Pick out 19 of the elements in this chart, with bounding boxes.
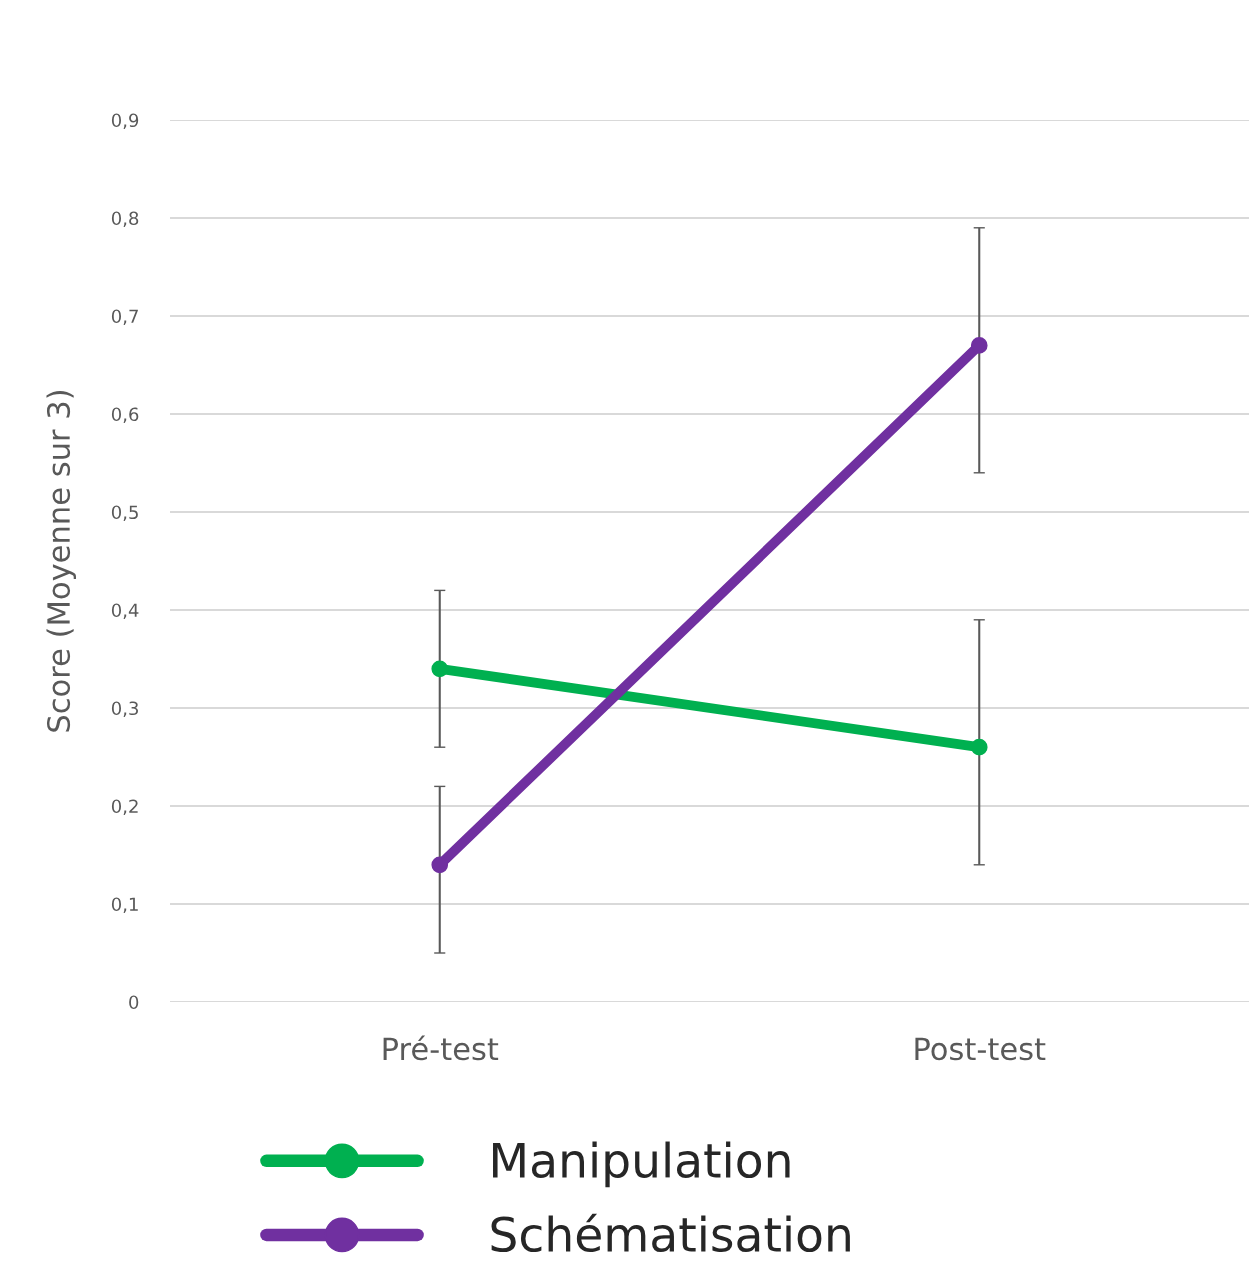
point [431,660,449,678]
y-tick-label: 0,8 [111,211,139,227]
y-tick-label: 0,7 [111,309,138,325]
y-tick-label: 0,9 [111,113,139,129]
y-tick-label: 0,1 [111,897,138,913]
y-tick-label: 0 [129,995,139,1010]
point [970,738,988,756]
point [431,856,449,874]
x-tick-label: Post-test [915,1037,1046,1061]
y-tick-label: 0,3 [111,701,138,717]
y-tick-label: 0,5 [111,505,138,521]
y-tick-label: 0,6 [111,407,139,423]
y-tick-label: 0,2 [111,799,138,815]
y-tick-label: 0,4 [111,603,139,619]
y-axis-title: Score (Moyenne sur 3) [46,390,77,732]
legend-label: Schématisation [491,1213,850,1253]
x-tick-label: Pré-test [383,1035,499,1061]
legend-label: Manipulation [493,1141,790,1188]
point [970,337,988,354]
